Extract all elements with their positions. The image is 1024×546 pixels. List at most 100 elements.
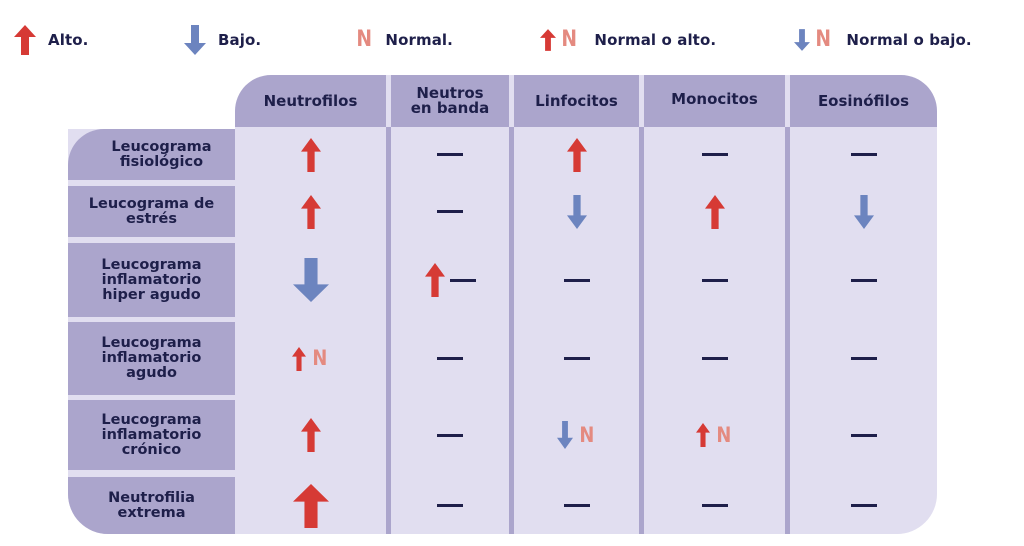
row-label-line: Leucograma bbox=[101, 335, 202, 351]
arrow-up-icon bbox=[704, 194, 725, 229]
column-divider bbox=[509, 127, 514, 534]
no-change-dash-icon bbox=[563, 504, 590, 507]
no-change-dash-icon bbox=[449, 278, 476, 282]
table-cell: N bbox=[514, 400, 639, 470]
table-cell bbox=[235, 400, 386, 470]
arrow-up-icon bbox=[292, 346, 307, 371]
normal-n-icon: N bbox=[312, 346, 328, 370]
column-divider bbox=[386, 127, 391, 534]
table-cell bbox=[514, 243, 639, 317]
row-label-line: crónico bbox=[121, 441, 182, 458]
table-cell bbox=[391, 400, 509, 470]
header-gap bbox=[639, 75, 644, 127]
no-change-dash-icon bbox=[850, 433, 877, 437]
row-label-line: Leucograma de bbox=[88, 195, 215, 212]
table-cell bbox=[514, 129, 639, 180]
no-change-dash-icon bbox=[563, 357, 590, 360]
no-change-dash-icon bbox=[437, 504, 463, 507]
table-cell bbox=[235, 477, 386, 534]
column-header-eosinofilos: Eosinófilos bbox=[790, 75, 937, 127]
table-cell: N bbox=[644, 400, 785, 470]
table-cell bbox=[391, 129, 509, 180]
arrow-up-icon bbox=[300, 137, 321, 172]
legend-item-normal: N Normal. bbox=[355, 22, 453, 58]
table-cell bbox=[235, 129, 386, 180]
row-label-line: inflamatorio bbox=[101, 271, 202, 288]
normal-n-icon: N bbox=[815, 27, 832, 52]
no-change-dash-icon bbox=[701, 504, 728, 507]
table-cell bbox=[790, 322, 937, 395]
normal-n-icon: N bbox=[579, 422, 595, 447]
header-gap bbox=[785, 75, 790, 127]
header-gap bbox=[509, 75, 514, 127]
no-change-dash-icon bbox=[850, 357, 877, 360]
normal-n-icon: N bbox=[716, 422, 732, 447]
legend-item-normal-o-bajo: N Normal o bajo. bbox=[794, 22, 972, 58]
row-label-neutrofilia-extrema: Neutrofilia extrema bbox=[68, 477, 235, 534]
row-label-line: Leucograma bbox=[101, 256, 202, 273]
arrow-up-icon bbox=[14, 25, 36, 55]
no-change-dash-icon bbox=[850, 153, 877, 156]
table-cell bbox=[644, 477, 785, 534]
table-cell bbox=[514, 477, 639, 534]
arrow-up-icon bbox=[300, 194, 321, 229]
no-change-dash-icon bbox=[437, 357, 463, 360]
arrow-down-icon bbox=[794, 28, 810, 52]
column-header-linfocitos: Linfocitos bbox=[514, 75, 639, 127]
legend-label: Bajo. bbox=[218, 31, 262, 49]
no-change-dash-icon bbox=[701, 278, 728, 282]
no-change-dash-icon bbox=[701, 153, 728, 156]
column-header-label: Neutrofilos bbox=[263, 91, 358, 110]
table-cell bbox=[391, 477, 509, 534]
column-header-label: Eosinófilos bbox=[817, 91, 910, 110]
row-label-line: Leucograma bbox=[101, 411, 202, 428]
row-label-leucograma-inflamatorio-agudo: Leucograma inflamatorio agudo bbox=[68, 322, 235, 395]
table-cell bbox=[391, 186, 509, 237]
column-header-label: Monocitos bbox=[671, 90, 758, 108]
column-divider bbox=[639, 127, 644, 534]
table-cell bbox=[644, 186, 785, 237]
legend-item-bajo: Bajo. bbox=[184, 22, 261, 58]
column-divider bbox=[785, 127, 790, 534]
arrow-down-icon bbox=[292, 258, 329, 302]
normal-n-icon: N bbox=[561, 27, 578, 52]
arrow-up-icon bbox=[300, 418, 321, 452]
row-label-leucograma-inflamatorio-hiper-agudo: Leucograma inflamatorio hiper agudo bbox=[68, 243, 235, 317]
table-cell bbox=[235, 243, 386, 317]
arrow-down-icon bbox=[566, 194, 587, 229]
row-label-line: Neutrofilia bbox=[108, 489, 195, 506]
table-cell bbox=[644, 243, 785, 317]
row-label-leucograma-fisiologico: Leucograma fisiológico bbox=[68, 129, 235, 180]
table-cell bbox=[235, 186, 386, 237]
row-label-line: fisiológico bbox=[119, 153, 204, 170]
header-gap bbox=[386, 75, 391, 127]
row-label-line: inflamatorio bbox=[101, 426, 202, 443]
row-label-leucograma-de-estres: Leucograma de estrés bbox=[68, 186, 235, 237]
table-cell bbox=[790, 243, 937, 317]
row-label-line: estrés bbox=[125, 210, 177, 227]
table-cell bbox=[790, 477, 937, 534]
no-change-dash-icon bbox=[850, 504, 877, 507]
arrow-up-icon bbox=[540, 28, 556, 52]
column-header-neutrofilos: Neutrofilos bbox=[235, 75, 386, 127]
arrow-down-icon bbox=[853, 194, 874, 229]
row-label-line: agudo bbox=[126, 365, 177, 381]
table-cell: N bbox=[235, 322, 386, 395]
row-label-line: extrema bbox=[117, 504, 186, 521]
arrow-up-icon bbox=[424, 263, 445, 297]
table-cell bbox=[790, 129, 937, 180]
legend: Alto. Bajo. N Normal. N Normal o alto. N… bbox=[0, 22, 1024, 58]
row-label-line: inflamatorio bbox=[101, 350, 202, 366]
column-header-neutros-en-banda: Neutros en banda bbox=[391, 75, 509, 127]
column-header-label: Linfocitos bbox=[535, 91, 618, 110]
column-header-monocitos: Monocitos bbox=[644, 75, 785, 127]
column-header-label: en banda bbox=[410, 99, 490, 117]
table-cell bbox=[790, 400, 937, 470]
table-cell bbox=[391, 322, 509, 395]
row-label-line: hiper agudo bbox=[102, 286, 201, 303]
legend-label: Alto. bbox=[48, 31, 89, 49]
arrow-up-icon bbox=[566, 137, 587, 172]
table-cell bbox=[790, 186, 937, 237]
arrow-down-icon bbox=[184, 25, 206, 55]
